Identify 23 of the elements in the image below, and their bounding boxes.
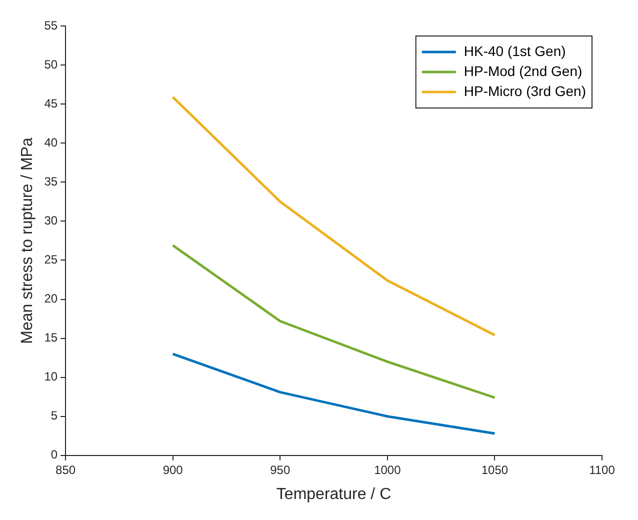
x-tick-label: 1000 [374, 462, 402, 477]
legend-label: HP-Mod (2nd Gen) [464, 62, 582, 79]
y-tick-label: 55 [44, 18, 58, 32]
legend-label: HK-40 (1st Gen) [464, 42, 566, 59]
y-tick-label: 15 [44, 330, 58, 345]
x-tick-label: 1100 [589, 462, 616, 477]
y-tick-label: 50 [44, 57, 58, 72]
y-tick-label: 5 [50, 408, 58, 423]
x-tick-label: 900 [162, 462, 184, 477]
y-axis-title: Mean stress to rupture / MPa [19, 137, 36, 344]
y-tick-label: 0 [50, 448, 58, 462]
legend-label: HP-Micro (3rd Gen) [464, 82, 586, 99]
y-tick-label: 35 [44, 174, 58, 188]
y-tick-label: 45 [44, 96, 58, 110]
y-tick-label: 30 [44, 213, 58, 228]
x-axis-title: Temperature / C [276, 486, 392, 503]
y-tick-label: 25 [44, 252, 58, 267]
x-tick-label: 1050 [481, 462, 508, 477]
y-tick-label: 10 [44, 370, 58, 384]
x-tick-label: 950 [270, 462, 290, 477]
x-tick-label: 850 [56, 462, 76, 477]
y-tick-label: 40 [44, 135, 58, 150]
y-tick-label: 20 [44, 292, 58, 306]
